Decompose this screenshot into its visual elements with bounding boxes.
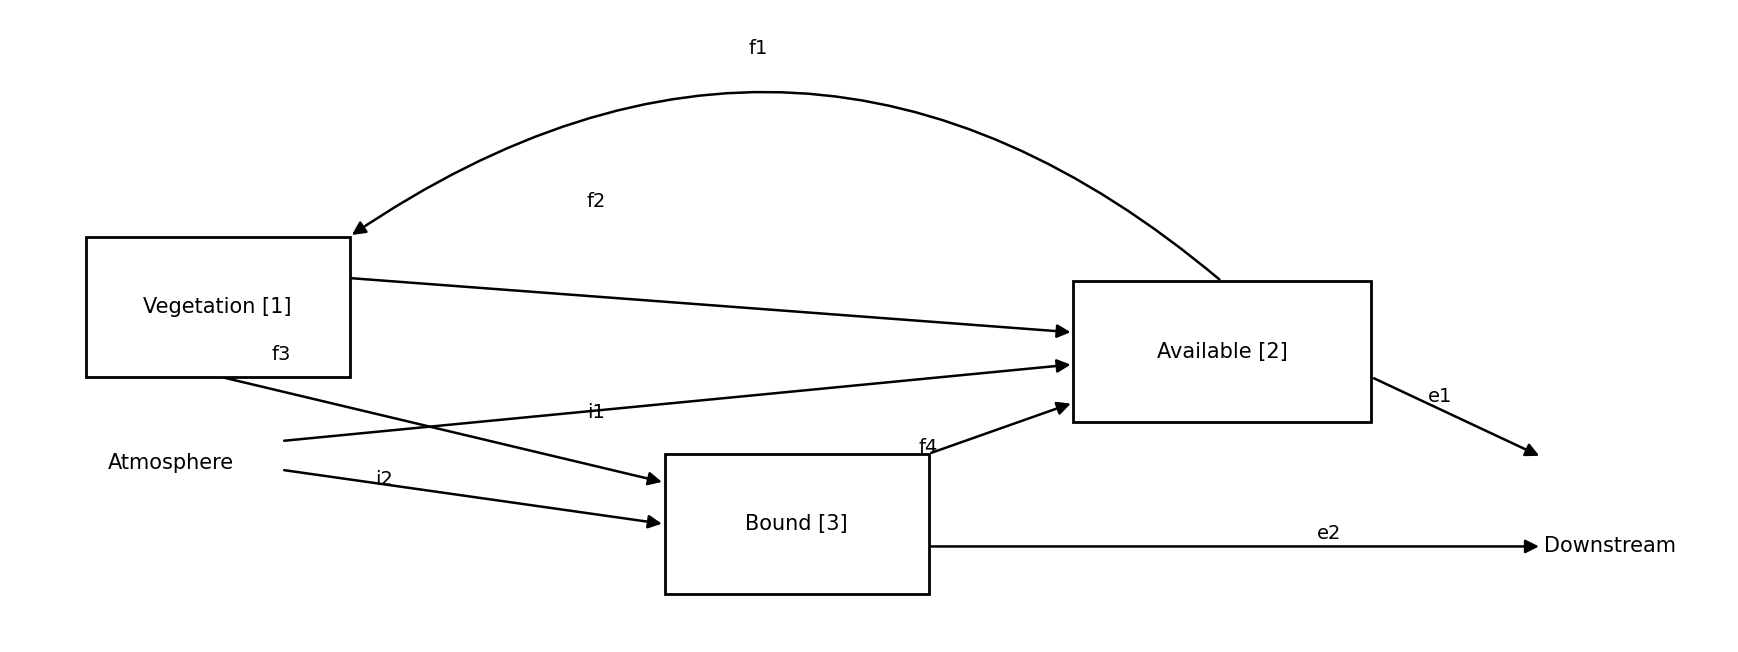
FancyArrowPatch shape: [353, 278, 1067, 336]
FancyArrowPatch shape: [1375, 378, 1536, 455]
FancyArrowPatch shape: [355, 92, 1220, 280]
Text: Atmosphere: Atmosphere: [108, 453, 233, 473]
Text: Vegetation [1]: Vegetation [1]: [143, 297, 292, 317]
Text: e2: e2: [1317, 524, 1342, 543]
FancyArrowPatch shape: [932, 403, 1069, 453]
Text: i1: i1: [587, 403, 605, 422]
Text: Downstream: Downstream: [1543, 537, 1675, 556]
FancyArrowPatch shape: [283, 361, 1067, 441]
FancyArrowPatch shape: [283, 470, 659, 527]
FancyBboxPatch shape: [1074, 281, 1371, 422]
Text: f3: f3: [271, 346, 290, 364]
FancyBboxPatch shape: [664, 454, 928, 595]
Text: Bound [3]: Bound [3]: [746, 514, 848, 534]
Text: e1: e1: [1427, 387, 1451, 406]
FancyBboxPatch shape: [85, 237, 349, 377]
Text: f2: f2: [587, 192, 607, 211]
FancyArrowPatch shape: [224, 378, 659, 484]
Text: i2: i2: [375, 470, 393, 489]
Text: f1: f1: [749, 38, 768, 57]
Text: Available [2]: Available [2]: [1158, 342, 1288, 362]
FancyArrowPatch shape: [932, 541, 1536, 552]
Text: f4: f4: [919, 438, 939, 457]
